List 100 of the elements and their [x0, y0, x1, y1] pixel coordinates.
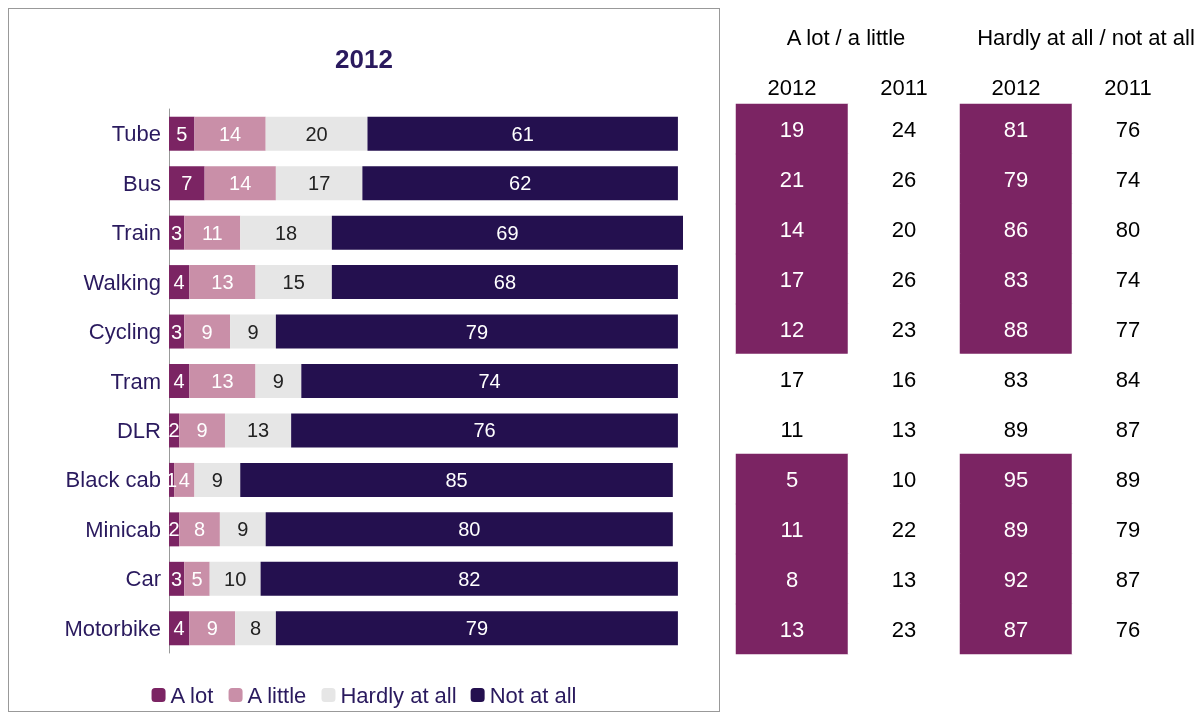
data-label: 15: [282, 271, 305, 294]
data-label: 12: [779, 316, 805, 342]
bar: [362, 166, 678, 201]
data-label: 11: [780, 516, 804, 542]
data-label: 17: [779, 266, 805, 292]
bar: [367, 116, 678, 151]
bar: [255, 364, 302, 398]
y-tick-label: Cycling: [88, 319, 161, 345]
data-label: 76: [473, 419, 496, 442]
data-label: 3: [171, 320, 183, 343]
bar: [209, 561, 261, 596]
data-label: 13: [891, 416, 917, 442]
data-label: 4: [173, 271, 185, 294]
data-label: 82: [458, 567, 481, 590]
y-tick-label: Black cab: [65, 467, 161, 493]
bar: [331, 265, 678, 300]
bar: [194, 462, 241, 497]
bar: [291, 413, 678, 448]
data-label: 10: [224, 567, 247, 590]
data-label: 9: [211, 468, 223, 491]
data-label: 80: [458, 518, 481, 541]
chart-title: 2012: [335, 44, 393, 74]
data-label: 4: [178, 468, 190, 491]
data-label: 22: [891, 516, 917, 542]
bar: [331, 215, 683, 250]
data-label: 79: [1115, 516, 1141, 542]
bar: [224, 413, 292, 448]
data-label: 17: [779, 366, 805, 392]
bar: [275, 314, 678, 349]
y-tick-label: Bus: [123, 170, 161, 196]
data-label: 89: [1115, 466, 1141, 492]
data-label: 8: [193, 518, 206, 541]
data-label: 79: [1003, 166, 1029, 192]
data-label: 9: [237, 518, 249, 541]
y-tick-label: DLR: [116, 417, 161, 443]
y-tick-label: Motorbike: [64, 615, 161, 641]
y-tick-label: Train: [111, 220, 161, 246]
data-label: 10: [891, 466, 917, 492]
bar: [179, 512, 220, 547]
bar: [204, 166, 276, 201]
data-label: 76: [1115, 116, 1141, 142]
data-label: 24: [891, 116, 917, 142]
data-label: 86: [1003, 216, 1029, 242]
data-label: 13: [211, 271, 234, 294]
data-label: 26: [891, 166, 917, 192]
y-tick-label: Car: [125, 566, 161, 592]
data-label: 81: [1003, 116, 1029, 142]
data-label: 13: [246, 419, 270, 442]
data-label: 9: [247, 320, 259, 343]
data-label: 18: [274, 221, 298, 244]
data-label: 87: [1115, 416, 1141, 442]
bar: [189, 265, 256, 300]
data-label: 16: [891, 366, 917, 392]
bar: [301, 364, 678, 398]
legend-label: Not at all: [489, 682, 577, 708]
data-label: 76: [1115, 616, 1141, 642]
data-label: 11: [780, 416, 804, 442]
data-label: 83: [1003, 366, 1029, 392]
data-label: 20: [891, 216, 917, 242]
data-label: 13: [211, 370, 234, 392]
bar: [179, 413, 225, 448]
data-label: 68: [493, 271, 517, 294]
x-tick-label: 2011: [1104, 74, 1152, 100]
text: Hardly at all / not at all: [977, 24, 1195, 50]
bar: [194, 116, 266, 151]
data-label: 74: [1115, 266, 1141, 292]
data-label: 3: [171, 567, 183, 590]
bar: [265, 116, 368, 151]
legend-label: Hardly at all: [340, 682, 457, 708]
bar: [219, 512, 266, 547]
data-label: 62: [509, 172, 532, 195]
x-tick-label: 2011: [880, 74, 928, 100]
bar: [240, 462, 673, 497]
data-label: 19: [779, 116, 805, 142]
data-label: 61: [511, 122, 534, 145]
data-label: 20: [305, 122, 328, 145]
data-label: 74: [1115, 166, 1141, 192]
data-label: 74: [478, 370, 501, 392]
y-tick-label: Tube: [111, 121, 161, 147]
data-label: 13: [891, 566, 917, 592]
bar: [265, 512, 673, 547]
data-label: 87: [1115, 566, 1141, 592]
data-label: 85: [445, 468, 468, 491]
bar: [184, 314, 231, 349]
bar: [169, 166, 205, 201]
bar: [235, 611, 276, 646]
data-label: 9: [201, 320, 213, 343]
data-label: 13: [779, 616, 805, 642]
bar: [240, 215, 332, 250]
data-label: 80: [1115, 216, 1141, 242]
data-label: 14: [779, 216, 805, 242]
x-tick-label: 2012: [767, 74, 817, 100]
y-tick-label: Tram: [110, 368, 161, 394]
data-label: 88: [1003, 316, 1029, 342]
data-label: 23: [891, 316, 917, 342]
data-label: 79: [465, 320, 489, 343]
legend-label: A little: [247, 682, 307, 708]
data-label: 69: [496, 221, 519, 244]
bar: [275, 611, 678, 646]
bar: [275, 166, 363, 201]
